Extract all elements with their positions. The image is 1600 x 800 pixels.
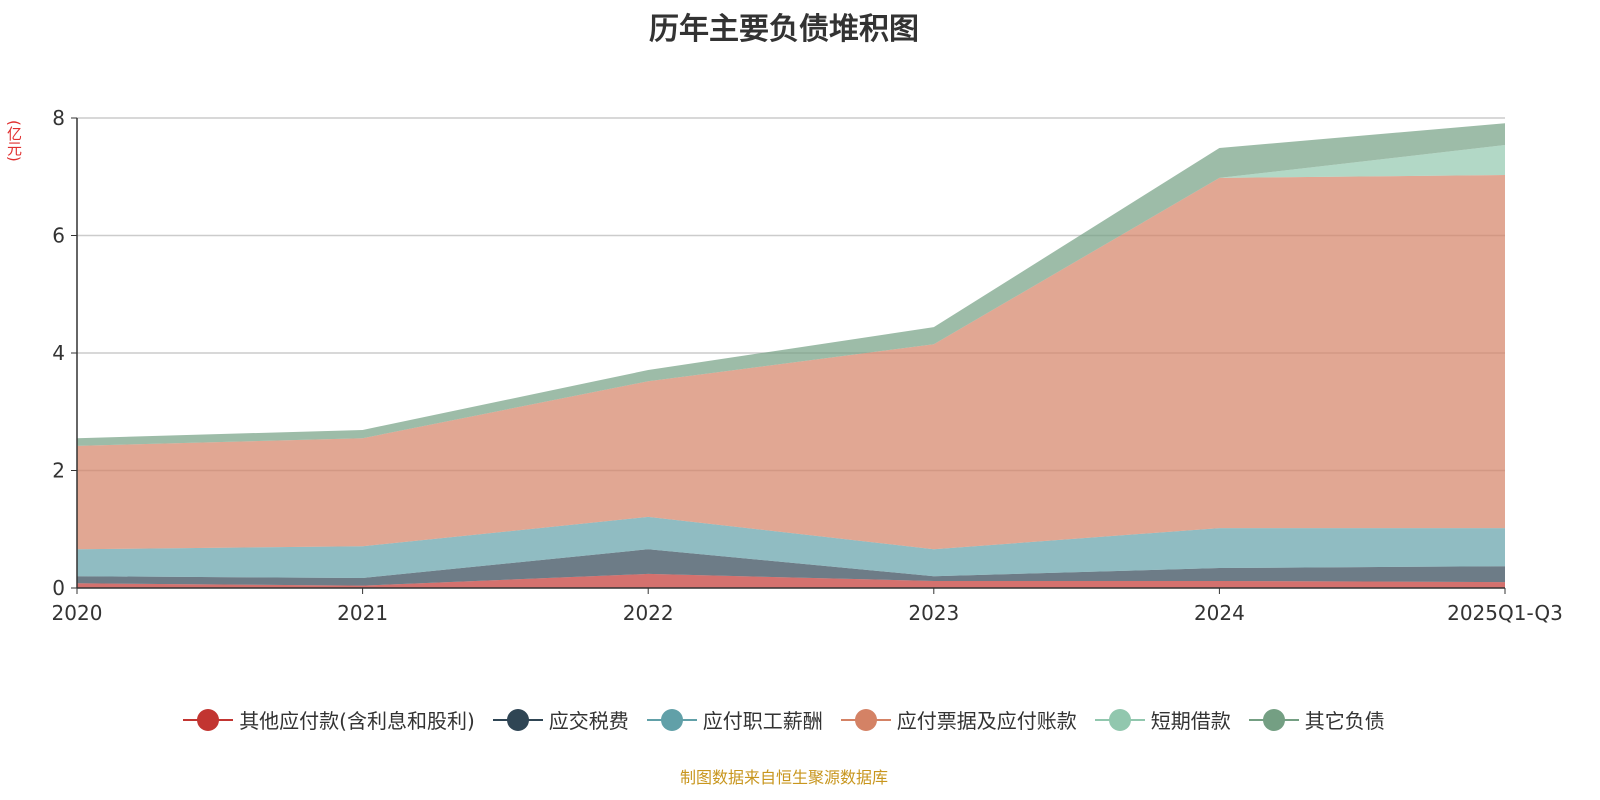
y-tick-label: 6: [52, 224, 65, 248]
legend-marker-icon: [840, 708, 891, 732]
stacked-area-chart: 0 2 4 6 8 2020 2021 2022 2023 2024 2025Q1-Q3: [52, 106, 1563, 625]
chart-title: 历年主要负债堆积图: [649, 12, 919, 47]
legend-item[interactable]: 短期借款: [1094, 705, 1231, 734]
legend: 其他应付款(含利息和股利) 应交税费 应付职工薪酬 应付票据及应付账款 短期借款 其它负债: [0, 705, 1568, 734]
area-2: [77, 516, 1505, 579]
x-tick-label: 2024: [1194, 601, 1245, 625]
y-tick-label: 0: [52, 576, 65, 600]
x-tick-label: 2023: [908, 601, 959, 625]
x-tick-label: 2022: [623, 601, 674, 625]
y-tick-label: 8: [52, 106, 65, 130]
legend-label: 应付票据及应付账款: [896, 709, 1077, 733]
y-tick-label: 4: [52, 341, 65, 365]
area-4: [77, 145, 1505, 446]
legend-label: 应付职工薪酬: [702, 709, 823, 733]
legend-item[interactable]: 应付职工薪酬: [646, 705, 823, 734]
legend-marker-icon: [1094, 708, 1145, 732]
area-5: [77, 123, 1505, 446]
legend-label: 其他应付款(含利息和股利): [239, 709, 475, 733]
legend-marker-icon: [646, 708, 697, 732]
legend-label: 短期借款: [1150, 709, 1231, 733]
legend-item[interactable]: 其它负债: [1248, 705, 1385, 734]
legend-marker-icon: [1248, 708, 1299, 732]
legend-marker-icon: [492, 708, 543, 732]
legend-item[interactable]: 应付票据及应付账款: [840, 705, 1077, 734]
y-axis-unit: (亿元): [5, 120, 23, 162]
area-1: [77, 549, 1505, 586]
x-tick-label: 2025Q1-Q3: [1447, 601, 1563, 625]
legend-marker-icon: [183, 708, 234, 732]
x-tick-label: 2021: [337, 601, 388, 625]
legend-item[interactable]: 应交税费: [492, 705, 629, 734]
source-note: 制图数据来自恒生聚源数据库: [679, 768, 888, 787]
y-tick-label: 2: [52, 459, 65, 483]
legend-label: 应交税费: [548, 709, 629, 733]
area-0: [77, 573, 1505, 588]
legend-label: 其它负债: [1304, 709, 1385, 733]
area-3: [77, 174, 1505, 550]
legend-item[interactable]: 其他应付款(含利息和股利): [183, 705, 475, 734]
x-tick-label: 2020: [52, 601, 103, 625]
